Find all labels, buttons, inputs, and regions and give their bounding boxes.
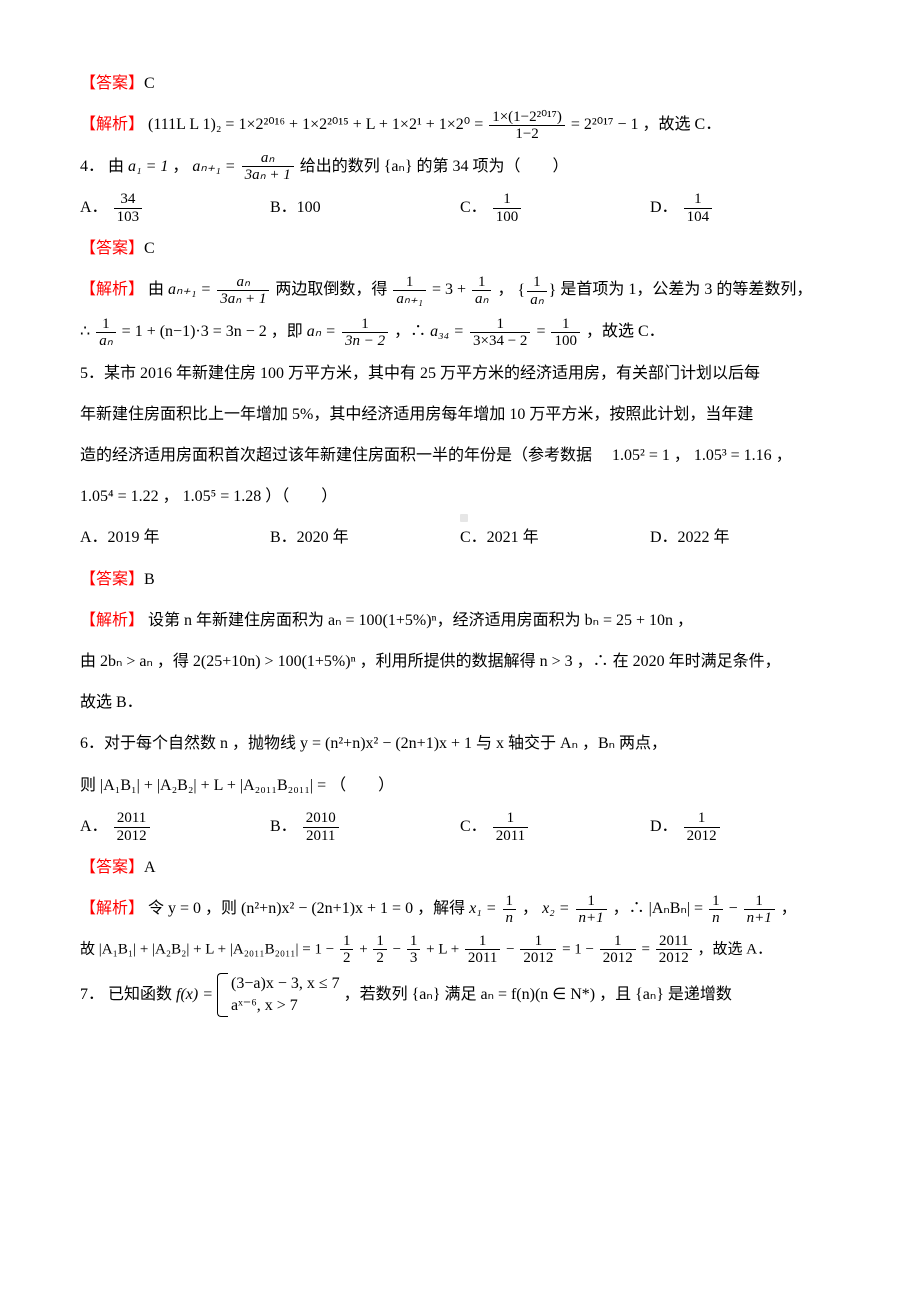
expr-mid: = 1×2²⁰¹⁶ + 1×2²⁰¹⁵ + L + 1×2¹ + 1×2⁰ =	[225, 116, 487, 133]
answer-value: C	[144, 75, 155, 92]
analysis-label: 【解析】	[80, 116, 144, 133]
q4-number: 4．	[80, 158, 104, 175]
q4-stem: 4． 由 a₁ = 1 ， aₙ₊₁ = aₙ 3aₙ + 1 给出的数列 {a…	[80, 149, 840, 184]
q5-option-c: C．2021 年	[460, 520, 650, 555]
q5-number: 5．	[80, 365, 104, 382]
q6-option-d: D． 12012	[650, 809, 840, 844]
q7-stem: 7． 已知函数 f(x) = (3−a)x − 3, x ≤ 7 aˣ⁻⁶, x…	[80, 973, 840, 1018]
q-prev-answer: 【答案】C	[80, 66, 840, 101]
q6-stem-line2: 则 |A₁B₁| + |A₂B₂| + L + |A₂₀₁₁B₂₀₁₁| = （…	[80, 768, 840, 803]
q4-rec-frac: aₙ 3aₙ + 1	[242, 150, 294, 184]
q5-options: A．2019 年 B．2020 年 C．2021 年 D．2022 年	[80, 520, 840, 555]
expr-suffix: ，故选 C．	[643, 116, 722, 133]
q5-stem-line1: 5．某市 2016 年新建住房 100 万平方米，其中有 25 万平方米的经济适…	[80, 356, 840, 391]
q4-option-d: D． 1104	[650, 190, 840, 225]
q5-analysis-line3: 故选 B．	[80, 685, 840, 720]
q6-options: A． 20112012 B． 20102011 C． 12011 D． 1201…	[80, 809, 840, 844]
set-brace: {1aₙ}	[518, 273, 557, 308]
q5-option-d: D．2022 年	[650, 520, 840, 555]
watermark-dot-icon	[460, 514, 468, 522]
q5-option-b: B．2020 年	[270, 520, 460, 555]
expr-tail: = 2²⁰¹⁷ − 1	[571, 116, 639, 133]
q4-option-a: A． 34103	[80, 190, 270, 225]
q5-analysis-line2: 由 2bₙ > aₙ ，得 2(25+10n) > 100(1+5%)ⁿ ，利用…	[80, 644, 840, 679]
q4-analysis-line1: 【解析】 由 aₙ₊₁ = aₙ3aₙ + 1 两边取倒数，得 1aₙ₊₁ = …	[80, 272, 840, 308]
expr-frac: 1×(1−2²⁰¹⁷) 1−2	[489, 109, 565, 143]
q4-option-b: B．100	[270, 190, 460, 225]
q-prev-analysis: 【解析】 (111L L 1)₂ = 1×2²⁰¹⁶ + 1×2²⁰¹⁵ + L…	[80, 107, 840, 142]
expr-lhs: (111L L 1)₂	[148, 116, 221, 133]
q6-option-a: A． 20112012	[80, 809, 270, 844]
q6-number: 6．	[80, 735, 104, 752]
q4-options: A． 34103 B．100 C． 1100 D． 1104	[80, 190, 840, 225]
q6-answer: 【答案】A	[80, 850, 840, 885]
q6-analysis-line1: 【解析】 令 y = 0 ，则 (n²+n)x² − (2n+1)x + 1 =…	[80, 891, 840, 926]
piecewise-brace: (3−a)x − 3, x ≤ 7 aˣ⁻⁶, x > 7	[217, 973, 340, 1018]
q5-answer: 【答案】B	[80, 562, 840, 597]
q5-stem-line3: 造的经济适用房面积首次超过该年新建住房面积一半的年份是（参考数据 1.05² =…	[80, 438, 840, 473]
answer-label: 【答案】	[80, 75, 144, 92]
q5-analysis-line1: 【解析】 设第 n 年新建住房面积为 aₙ = 100(1+5%)ⁿ，经济适用房…	[80, 603, 840, 638]
q5-stem-line2: 年新建住房面积比上一年增加 5%，其中经济适用房每年增加 10 万平方米，按照此…	[80, 397, 840, 432]
q6-analysis-line2: 故 |A₁B₁| + |A₂B₂| + L + |A₂₀₁₁B₂₀₁₁| = 1…	[80, 933, 840, 967]
q6-stem-line1: 6．对于每个自然数 n ，抛物线 y = (n²+n)x² − (2n+1)x …	[80, 726, 840, 761]
q4-analysis-line2: ∴ 1aₙ = 1 + (n−1)·3 = 3n − 2 ，即 aₙ = 13n…	[80, 314, 840, 349]
q5-option-a: A．2019 年	[80, 520, 270, 555]
q6-option-c: C． 12011	[460, 809, 650, 844]
q7-number: 7．	[80, 986, 104, 1003]
q4-option-c: C． 1100	[460, 190, 650, 225]
q4-answer: 【答案】C	[80, 231, 840, 266]
q5-stem-line4: 1.05⁴ = 1.22 ， 1.05⁵ = 1.28 ）（ ）	[80, 479, 840, 514]
q6-option-b: B． 20102011	[270, 809, 460, 844]
